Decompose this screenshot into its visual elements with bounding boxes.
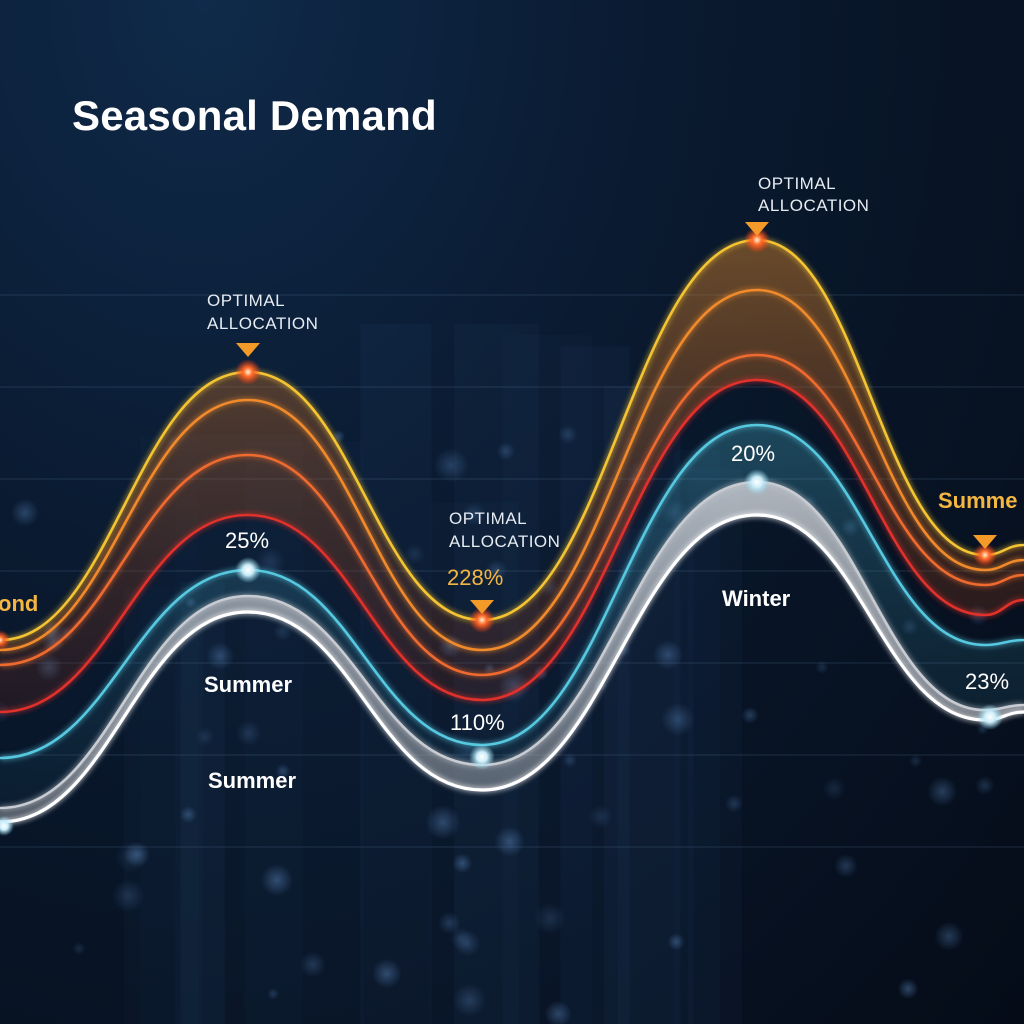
- series-lines: [0, 238, 1024, 824]
- callout-4-marker: [973, 535, 997, 549]
- callout-1: OPTIMAL ALLOCATION: [207, 291, 318, 357]
- season-label-3: Summer: [208, 768, 296, 793]
- season-label-1: ond: [0, 591, 38, 616]
- callout-3-line-2: ALLOCATION: [758, 196, 869, 215]
- series-line-4: [0, 378, 1024, 714]
- value-label-3: 110%: [450, 710, 505, 735]
- callout-2-line-1: OPTIMAL: [449, 509, 527, 528]
- series-line-6: [0, 480, 1024, 810]
- season-label-2: Summer: [204, 672, 292, 697]
- trough-dot-2: [973, 543, 997, 567]
- cool-dot-2: [469, 744, 495, 770]
- peak-dot-1: [235, 359, 261, 385]
- callout-3-marker: [745, 222, 769, 236]
- peak-dot-2: [744, 227, 770, 253]
- edge-dot-2: [0, 816, 14, 836]
- warm-band: [0, 240, 1024, 712]
- callout-1-line-2: ALLOCATION: [207, 314, 318, 333]
- series-line-7: [0, 513, 1024, 824]
- value-label-2: 228%: [447, 565, 503, 590]
- series-line-3: [0, 353, 1024, 677]
- value-label-1: 25%: [225, 528, 269, 553]
- series-line-1: [0, 238, 1024, 642]
- marker-dots: [0, 227, 1003, 836]
- chart-title: Seasonal Demand: [72, 92, 437, 139]
- callout-2: OPTIMAL ALLOCATION: [449, 509, 560, 614]
- series-line-5: [0, 423, 1024, 760]
- edge-dot-1: [0, 630, 10, 650]
- callout-3-line-1: OPTIMAL: [758, 174, 836, 193]
- value-label-5: 23%: [965, 669, 1009, 694]
- callout-1-marker: [236, 343, 260, 357]
- band-fills: [0, 240, 1024, 822]
- callout-2-line-2: ALLOCATION: [449, 532, 560, 551]
- cool-dot-1: [235, 557, 261, 583]
- callout-2-marker: [470, 600, 494, 614]
- callout-3: OPTIMAL ALLOCATION: [745, 174, 869, 236]
- callout-1-line-1: OPTIMAL: [207, 291, 285, 310]
- silver-dot-1: [744, 469, 770, 495]
- season-label-4: Winter: [722, 586, 791, 611]
- silver-dot-2: [977, 704, 1003, 730]
- season-label-5: Summe: [938, 488, 1017, 513]
- value-label-4: 20%: [731, 441, 775, 466]
- series-line-2: [0, 288, 1024, 652]
- trough-dot-1: [469, 607, 495, 633]
